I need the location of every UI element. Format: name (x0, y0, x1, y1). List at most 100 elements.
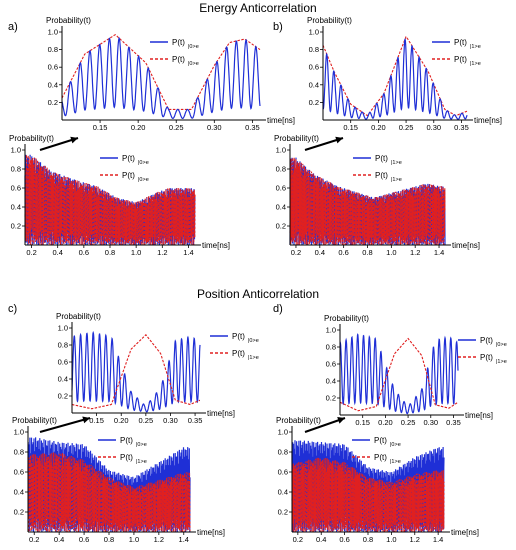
y-tick-label: 0.8 (48, 45, 58, 54)
arrow-shaft (304, 417, 346, 433)
x-tick-label: 0.35 (446, 418, 461, 427)
legend-subscript: |1>e (391, 177, 402, 183)
legend-label: P(t) (480, 353, 493, 362)
y-tick-label: 0.2 (309, 98, 319, 107)
y-tick-label: 0.4 (14, 488, 24, 497)
arrow-head (337, 417, 345, 424)
series-line-solid (61, 36, 261, 120)
zoom-arrow (304, 136, 344, 151)
bottom-section-title: Position Anticorrelation (197, 287, 319, 301)
arrow-head (82, 416, 90, 424)
legend-label: P(t) (454, 38, 467, 47)
legend-label: P(t) (122, 171, 135, 180)
x-tick-label: 0.2 (26, 248, 36, 257)
legend-label: P(t) (172, 38, 185, 47)
y-tick-label: 0.6 (11, 184, 21, 193)
x-tick-label: 1.4 (433, 535, 443, 544)
y-axis-label: Probability(t) (12, 416, 57, 425)
y-axis-label: Probability(t) (9, 134, 54, 143)
y-tick-label: 0.2 (14, 508, 24, 517)
y-tick-label: 1.0 (276, 146, 286, 155)
legend-label: P(t) (232, 332, 245, 341)
y-tick-label: 0.6 (278, 468, 288, 477)
y-tick-label: 0.8 (276, 165, 286, 174)
chart-d-main: 0.2 0.4 0.6 0.8 1.0 0.2 0.4 0.6 0.8 1.0 1.2 1.4 Prob… (276, 416, 479, 544)
x-tick-label: 0.25 (139, 416, 154, 425)
legend-subscript: |1>e (496, 359, 507, 365)
x-tick-label: 1.2 (154, 535, 164, 544)
x-axis-label: time[ns] (267, 116, 295, 125)
x-tick-label: 1.0 (129, 535, 139, 544)
x-tick-label: 0.25 (399, 123, 414, 132)
y-tick-label: 0.4 (278, 488, 288, 497)
legend-label: P(t) (480, 336, 493, 345)
y-tick-label: 0.6 (58, 358, 68, 367)
y-tick-label: 1.0 (11, 146, 21, 155)
x-tick-label: 1.4 (179, 535, 189, 544)
arrow-shaft (39, 417, 91, 433)
y-tick-label: 0.2 (278, 508, 288, 517)
y-tick-label: 1.0 (309, 28, 319, 37)
y-tick-label: 0.8 (58, 341, 68, 350)
x-tick-label: 0.6 (79, 535, 89, 544)
x-tick-label: 0.15 (355, 418, 370, 427)
legend-subscript: |1>e (248, 355, 259, 361)
y-tick-label: 1.0 (58, 324, 68, 333)
y-tick-label: 0.8 (326, 343, 336, 352)
x-tick-label: 0.35 (454, 123, 469, 132)
x-tick-label: 0.30 (423, 418, 438, 427)
x-tick-label: 0.2 (291, 248, 301, 257)
series-line-dashed (339, 337, 459, 412)
x-tick-label: 1.4 (434, 248, 444, 257)
legend-subscript: |0>e (390, 442, 401, 448)
x-tick-label: 0.15 (343, 123, 358, 132)
y-tick-label: 0.2 (48, 98, 58, 107)
arrow-head (70, 136, 78, 144)
x-tick-label: 1.4 (183, 248, 193, 257)
y-tick-label: 1.0 (14, 428, 24, 437)
x-tick-label: 0.8 (104, 535, 114, 544)
x-tick-label: 0.4 (315, 248, 325, 257)
x-tick-label: 0.20 (371, 123, 386, 132)
legend-subscript: |0>e (496, 342, 507, 348)
x-tick-label: 0.20 (131, 123, 146, 132)
series-line-dashed (71, 333, 201, 410)
y-tick-label: 0.2 (11, 222, 21, 231)
legend-subscript: |0>e (138, 160, 149, 166)
zoom-arrow (39, 416, 91, 433)
y-tick-label: 0.2 (326, 394, 336, 403)
chart-b-inset: 0.2 0.4 0.6 0.8 1.0 0.15 0.20 0.25 0.30 0.35 Proba… (307, 16, 502, 132)
y-tick-label: 0.2 (58, 392, 68, 401)
x-tick-label: 0.30 (163, 416, 178, 425)
series-line-dashed (289, 157, 446, 246)
chart-d-inset: 0.2 0.4 0.6 0.8 1.0 0.15 0.20 0.25 0.30 0.35 Proba… (324, 314, 507, 427)
x-tick-label: 1.0 (386, 535, 396, 544)
top-section-title: Energy Anticorrelation (199, 1, 316, 15)
x-tick-label: 0.6 (338, 248, 348, 257)
x-tick-label: 0.6 (339, 535, 349, 544)
series-line-dashed (291, 457, 445, 533)
y-tick-label: 1.0 (278, 428, 288, 437)
y-axis-label: Probability(t) (324, 314, 369, 323)
y-tick-label: 0.6 (309, 63, 319, 72)
chart-a-main: 0.2 0.4 0.6 0.8 1.0 0.2 0.4 0.6 0.8 1.0 1.2 1.4 Prob… (9, 134, 230, 257)
y-tick-label: 1.0 (48, 28, 58, 37)
legend-label: P(t) (172, 55, 185, 64)
chart-c-inset: 0.2 0.4 0.6 0.8 1.0 0.15 0.20 0.25 0.30 0.35 Proba… (56, 312, 259, 425)
y-axis-label: Probability(t) (46, 16, 91, 25)
legend-subscript: |1>e (390, 459, 401, 465)
legend-label: P(t) (374, 453, 387, 462)
legend-label: P(t) (120, 436, 133, 445)
panel-label-d: d) (273, 303, 283, 315)
y-tick-label: 0.8 (309, 45, 319, 54)
legend-label: P(t) (375, 154, 388, 163)
series-line-dashed (322, 35, 468, 117)
x-tick-label: 0.35 (188, 416, 203, 425)
x-tick-label: 0.4 (54, 535, 64, 544)
legend-label: P(t) (122, 154, 135, 163)
y-tick-label: 0.6 (48, 63, 58, 72)
y-tick-label: 0.8 (11, 165, 21, 174)
x-tick-label: 0.4 (52, 248, 62, 257)
legend-label: P(t) (374, 436, 387, 445)
zoom-arrow (304, 417, 346, 433)
